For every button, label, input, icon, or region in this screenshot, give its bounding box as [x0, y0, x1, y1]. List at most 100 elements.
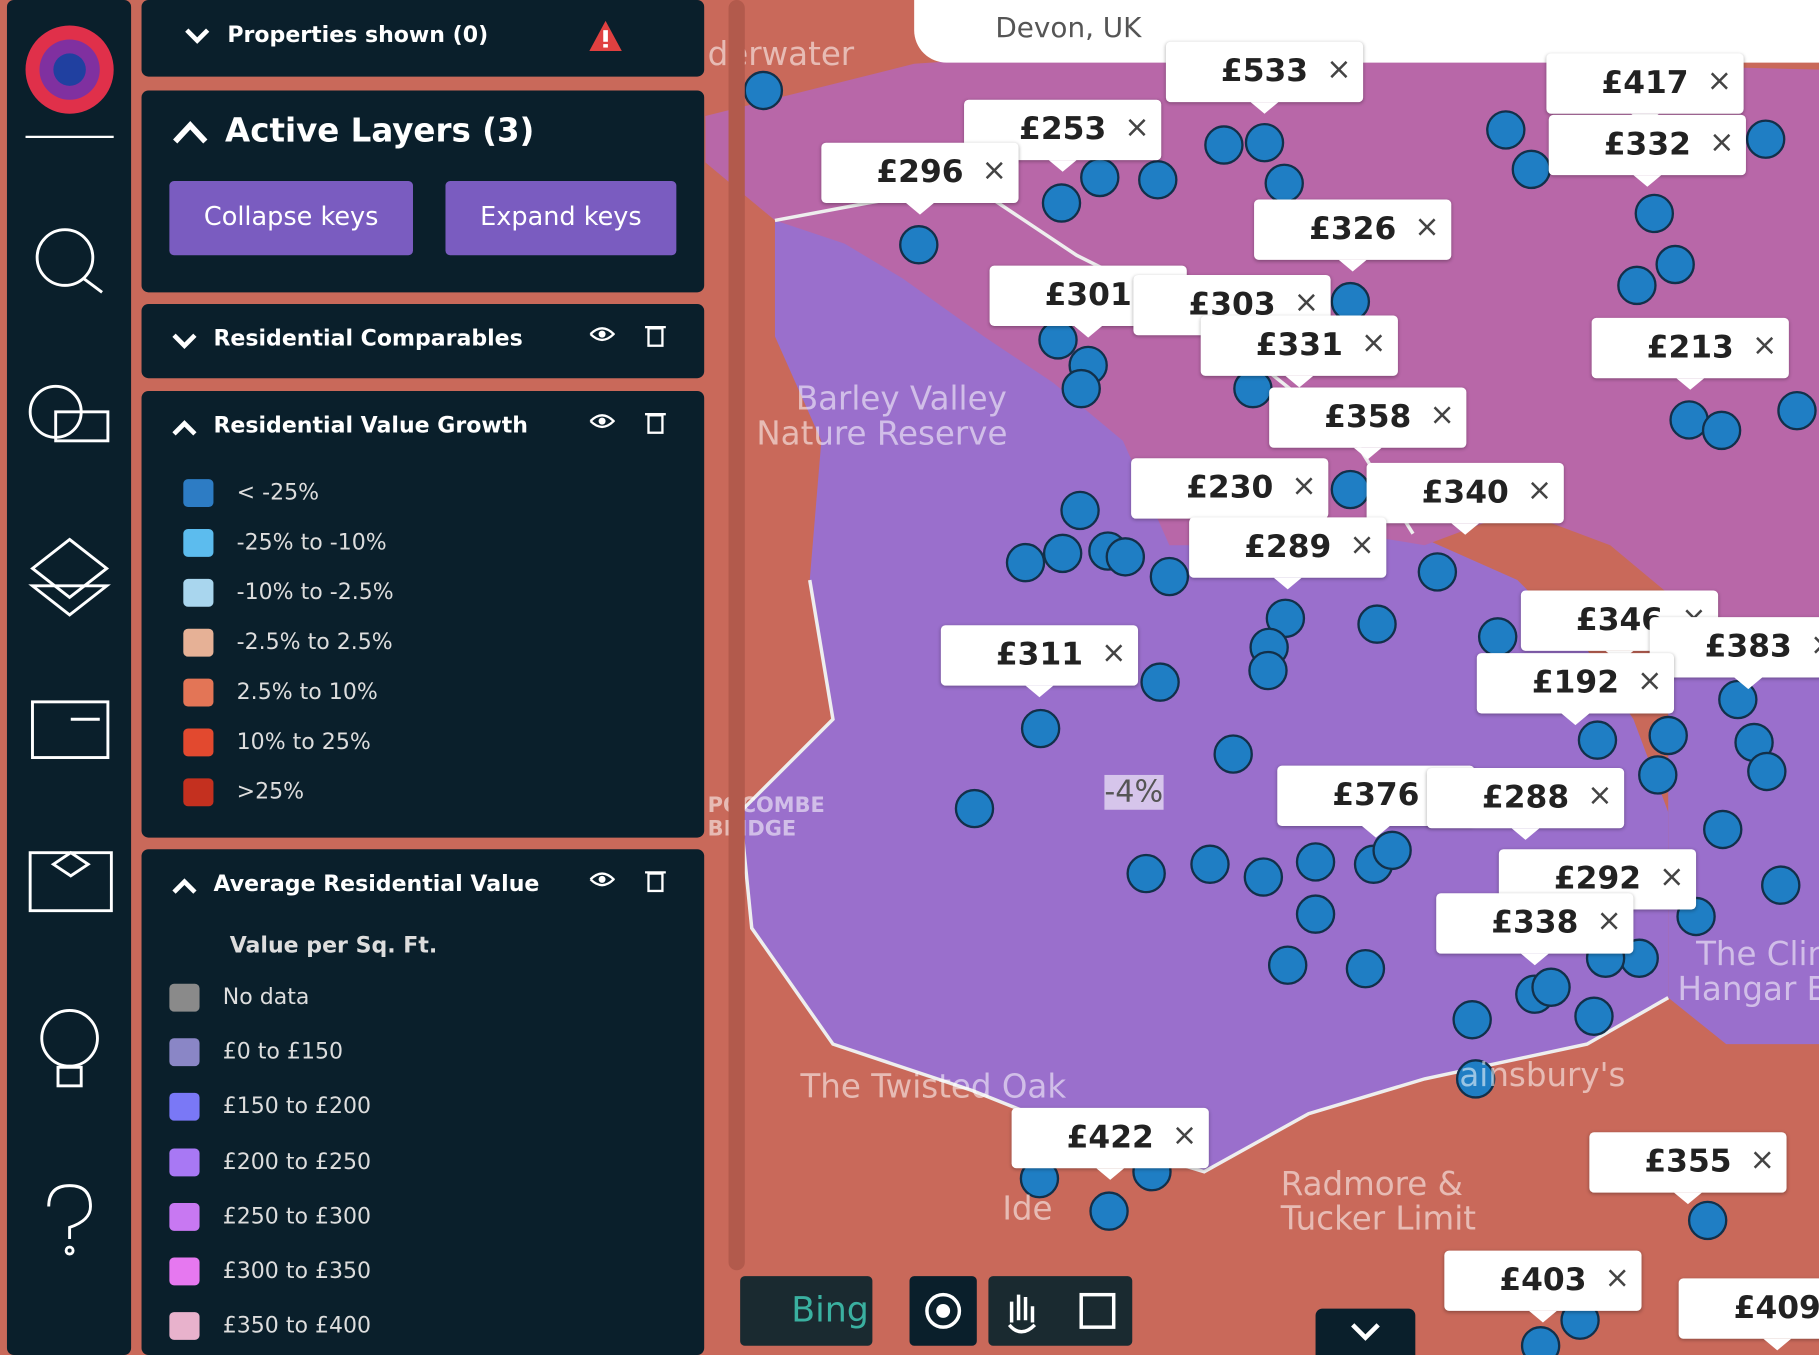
close-icon[interactable]: ×: [1326, 52, 1352, 88]
comparable-dot[interactable]: [1038, 320, 1078, 360]
comparable-dot[interactable]: [1687, 1200, 1728, 1241]
comparable-dot[interactable]: [1243, 857, 1284, 897]
close-icon[interactable]: ×: [1293, 285, 1320, 321]
tool-buttons[interactable]: [988, 1276, 1133, 1346]
price-label[interactable]: £296 ×: [821, 142, 1019, 215]
comparable-dot[interactable]: [1105, 537, 1146, 577]
price-label[interactable]: £355 ×: [1589, 1132, 1787, 1205]
delete-icon[interactable]: [645, 410, 666, 436]
comparable-dot[interactable]: [1747, 751, 1787, 792]
close-icon[interactable]: ×: [1526, 473, 1553, 509]
comparable-dot[interactable]: [1511, 149, 1552, 190]
comparable-dot[interactable]: [1190, 844, 1230, 884]
comparable-dot[interactable]: [1477, 617, 1518, 657]
price-label[interactable]: £230 ×: [1131, 458, 1329, 531]
chevron[interactable]: [172, 416, 198, 439]
price-label[interactable]: £289 ×: [1189, 517, 1387, 590]
price-label[interactable]: £533 ×: [1165, 41, 1364, 114]
comparable-dot[interactable]: [1648, 715, 1688, 756]
delete-icon[interactable]: [645, 323, 666, 349]
close-icon[interactable]: ×: [1291, 468, 1317, 504]
comparable-dot[interactable]: [1126, 853, 1166, 894]
comparable-dot[interactable]: [1745, 119, 1786, 159]
price-label[interactable]: £213 ×: [1591, 317, 1789, 390]
comparable-dot[interactable]: [1330, 469, 1371, 510]
comparable-dot[interactable]: [1267, 945, 1308, 985]
comparable-dot[interactable]: [1531, 967, 1571, 1007]
comparable-dot[interactable]: [1574, 996, 1614, 1036]
close-icon[interactable]: ×: [1751, 328, 1778, 364]
collapse-button[interactable]: Collapse keys: [169, 180, 413, 256]
comparable-dot[interactable]: [1372, 830, 1412, 871]
comparable-dot[interactable]: [1295, 894, 1336, 934]
comparable-dot[interactable]: [1244, 122, 1285, 163]
price-label[interactable]: £288 ×: [1426, 767, 1625, 840]
close-icon[interactable]: ×: [1361, 325, 1387, 361]
comparable-dot[interactable]: [1138, 160, 1178, 200]
comparable-dot[interactable]: [1701, 410, 1742, 451]
close-icon[interactable]: ×: [1604, 1261, 1630, 1296]
comparable-dot[interactable]: [743, 70, 784, 111]
comparable-dot[interactable]: [1213, 734, 1253, 774]
close-icon[interactable]: ×: [1414, 209, 1440, 245]
close-icon[interactable]: ×: [1101, 635, 1127, 671]
comparable-dot[interactable]: [1248, 650, 1288, 691]
price-label[interactable]: £192 ×: [1476, 653, 1675, 726]
comparable-dot[interactable]: [1089, 1191, 1129, 1231]
price-label[interactable]: £326 ×: [1254, 199, 1452, 272]
price-label[interactable]: £383 ×: [1649, 615, 1819, 690]
comparable-dot[interactable]: [1634, 193, 1675, 234]
price-label[interactable]: £417 ×: [1546, 53, 1744, 126]
locate-button[interactable]: [909, 1276, 977, 1346]
price-label[interactable]: £409×: [1678, 1278, 1819, 1351]
close-icon[interactable]: ×: [1171, 1118, 1198, 1154]
comparable-dot[interactable]: [1061, 368, 1101, 409]
comparable-dot[interactable]: [899, 225, 939, 265]
comparable-dot[interactable]: [1041, 183, 1082, 223]
close-icon[interactable]: ×: [1709, 125, 1735, 161]
visibility-icon[interactable]: [589, 412, 615, 431]
comparable-dot[interactable]: [1455, 1059, 1496, 1099]
expand-button[interactable]: Expand keys: [445, 180, 677, 256]
comparable-dot[interactable]: [1357, 604, 1397, 644]
comparable-dot[interactable]: [1020, 708, 1061, 749]
comparable-dot[interactable]: [1638, 755, 1678, 795]
comparable-dot[interactable]: [1060, 490, 1100, 531]
comparable-dot[interactable]: [1761, 865, 1801, 905]
visibility-icon[interactable]: [589, 870, 615, 889]
delete-icon[interactable]: [645, 868, 666, 894]
comparable-dot[interactable]: [1149, 556, 1190, 597]
close-icon[interactable]: ×: [1659, 859, 1685, 895]
chevron[interactable]: [172, 329, 198, 352]
comparable-dot[interactable]: [954, 788, 995, 829]
close-icon[interactable]: ×: [1706, 63, 1733, 99]
expand-tab[interactable]: [1315, 1308, 1416, 1355]
close-icon[interactable]: ×: [1810, 615, 1819, 675]
comparable-dot[interactable]: [1577, 720, 1618, 760]
comparable-dot[interactable]: [1005, 542, 1046, 583]
comparable-dot[interactable]: [1520, 1325, 1561, 1355]
search-bar[interactable]: Devon, UK: [914, 0, 1819, 63]
comparable-dot[interactable]: [1042, 533, 1083, 574]
properties-panel[interactable]: Properties shown (0): [141, 0, 705, 77]
comparable-dot[interactable]: [1777, 390, 1817, 431]
close-icon[interactable]: ×: [1349, 527, 1375, 563]
price-label[interactable]: £358 ×: [1269, 387, 1467, 460]
close-icon[interactable]: ×: [1429, 397, 1455, 433]
price-label[interactable]: £403 ×: [1444, 1250, 1642, 1323]
close-icon[interactable]: ×: [981, 153, 1007, 188]
close-icon[interactable]: ×: [1637, 663, 1663, 699]
scrollbar[interactable]: [728, 0, 745, 1271]
comparable-dot[interactable]: [1140, 662, 1180, 702]
visibility-icon[interactable]: [589, 325, 615, 344]
comparable-dot[interactable]: [1264, 163, 1304, 204]
price-label[interactable]: £340 ×: [1366, 462, 1564, 535]
comparable-dot[interactable]: [1080, 157, 1120, 198]
comparable-dot[interactable]: [1703, 809, 1743, 850]
comparable-dot[interactable]: [1295, 842, 1336, 882]
comparable-dot[interactable]: [1486, 110, 1526, 150]
chevron[interactable]: [172, 875, 198, 898]
close-icon[interactable]: ×: [1587, 778, 1613, 814]
comparable-dot[interactable]: [1204, 125, 1244, 165]
close-icon[interactable]: ×: [1596, 903, 1622, 939]
